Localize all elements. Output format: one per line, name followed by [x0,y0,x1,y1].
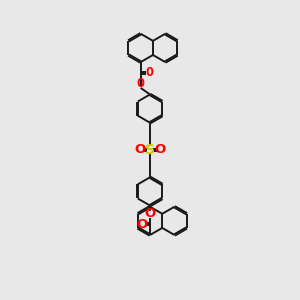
Text: O: O [145,66,153,80]
Text: S: S [145,143,155,157]
Text: O: O [144,207,156,220]
Text: O: O [136,218,147,231]
Text: O: O [154,143,166,157]
Text: O: O [134,143,146,157]
Text: O: O [137,77,145,90]
